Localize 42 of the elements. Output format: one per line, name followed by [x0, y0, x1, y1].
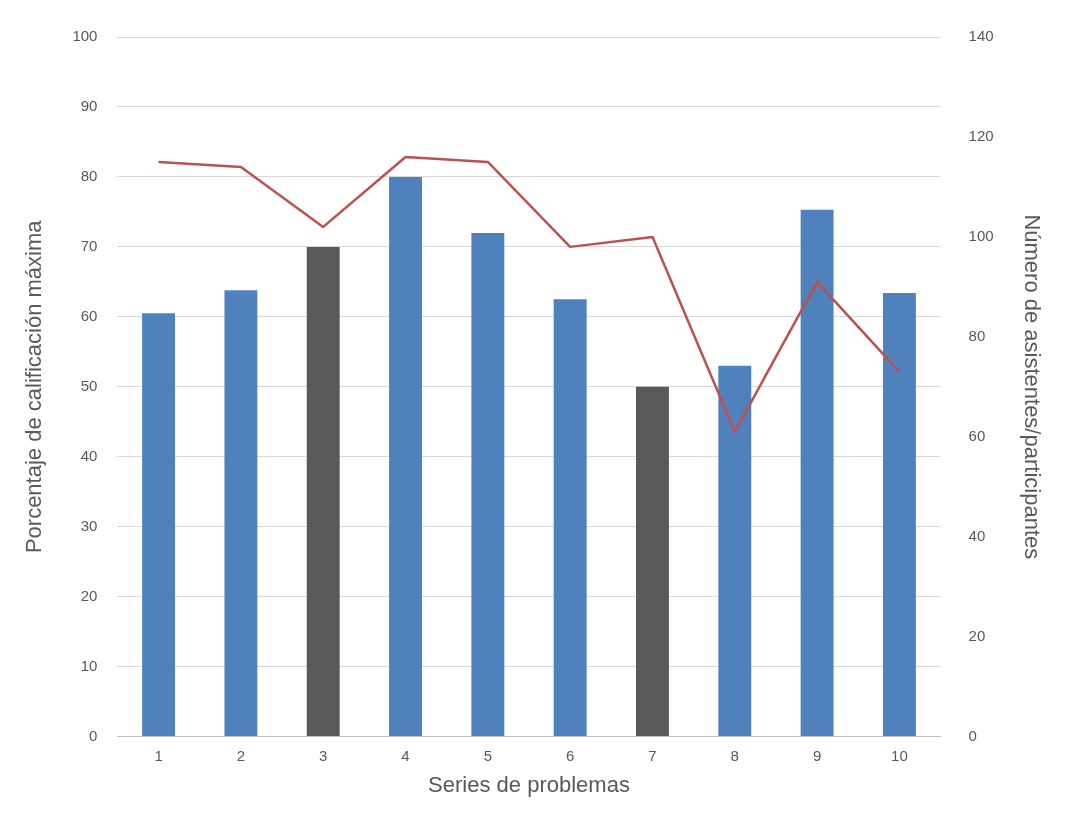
x-tick-label: 1	[154, 746, 163, 764]
x-tick-label: 7	[648, 746, 657, 764]
y-tick-label: 60	[80, 306, 98, 324]
y2-tick-label: 140	[968, 27, 994, 45]
y-tick-label: 0	[89, 726, 98, 744]
y2-tick-label: 100	[968, 227, 994, 245]
y2-tick-label: 20	[968, 626, 986, 644]
x-tick-label: 4	[401, 746, 410, 764]
y2-tick-label: 80	[968, 326, 986, 344]
x-tick-label: 3	[319, 746, 328, 764]
bar	[142, 313, 176, 737]
y-axis-title: Porcentaje de calificación máxima	[21, 219, 47, 554]
y2-tick-label: 40	[968, 526, 986, 544]
bar	[553, 299, 587, 737]
y-tick-label: 20	[80, 586, 98, 604]
bar	[882, 293, 916, 737]
x-tick-label: 5	[483, 746, 493, 764]
x-tick-label: 6	[565, 746, 575, 764]
bar	[718, 365, 752, 737]
bar	[471, 232, 505, 737]
y-tick-label: 10	[80, 656, 98, 674]
bar	[636, 386, 669, 737]
x-tick-label: 8	[730, 746, 739, 764]
y-tick-label: 100	[72, 27, 98, 45]
y-tick-label: 50	[80, 376, 98, 394]
y-tick-label: 70	[80, 237, 98, 255]
y2-tick-label: 120	[968, 127, 994, 145]
y2-tick-label: 60	[968, 426, 986, 444]
bar	[389, 176, 422, 737]
y-tick-label: 40	[80, 446, 98, 464]
bar	[306, 246, 340, 737]
bar	[224, 290, 258, 737]
bar	[800, 209, 834, 737]
y-tick-label: 90	[80, 97, 98, 115]
x-tick-label: 10	[891, 746, 908, 764]
x-tick-label: 9	[812, 746, 822, 764]
x-tick-label: 2	[236, 746, 246, 764]
y2-axis-title: Número de asistentes/participantes	[1019, 214, 1045, 560]
y-tick-label: 30	[80, 516, 98, 534]
x-axis-title: Series de problemas	[428, 771, 630, 797]
y-tick-label: 80	[80, 167, 98, 185]
y2-tick-label: 0	[968, 726, 977, 744]
